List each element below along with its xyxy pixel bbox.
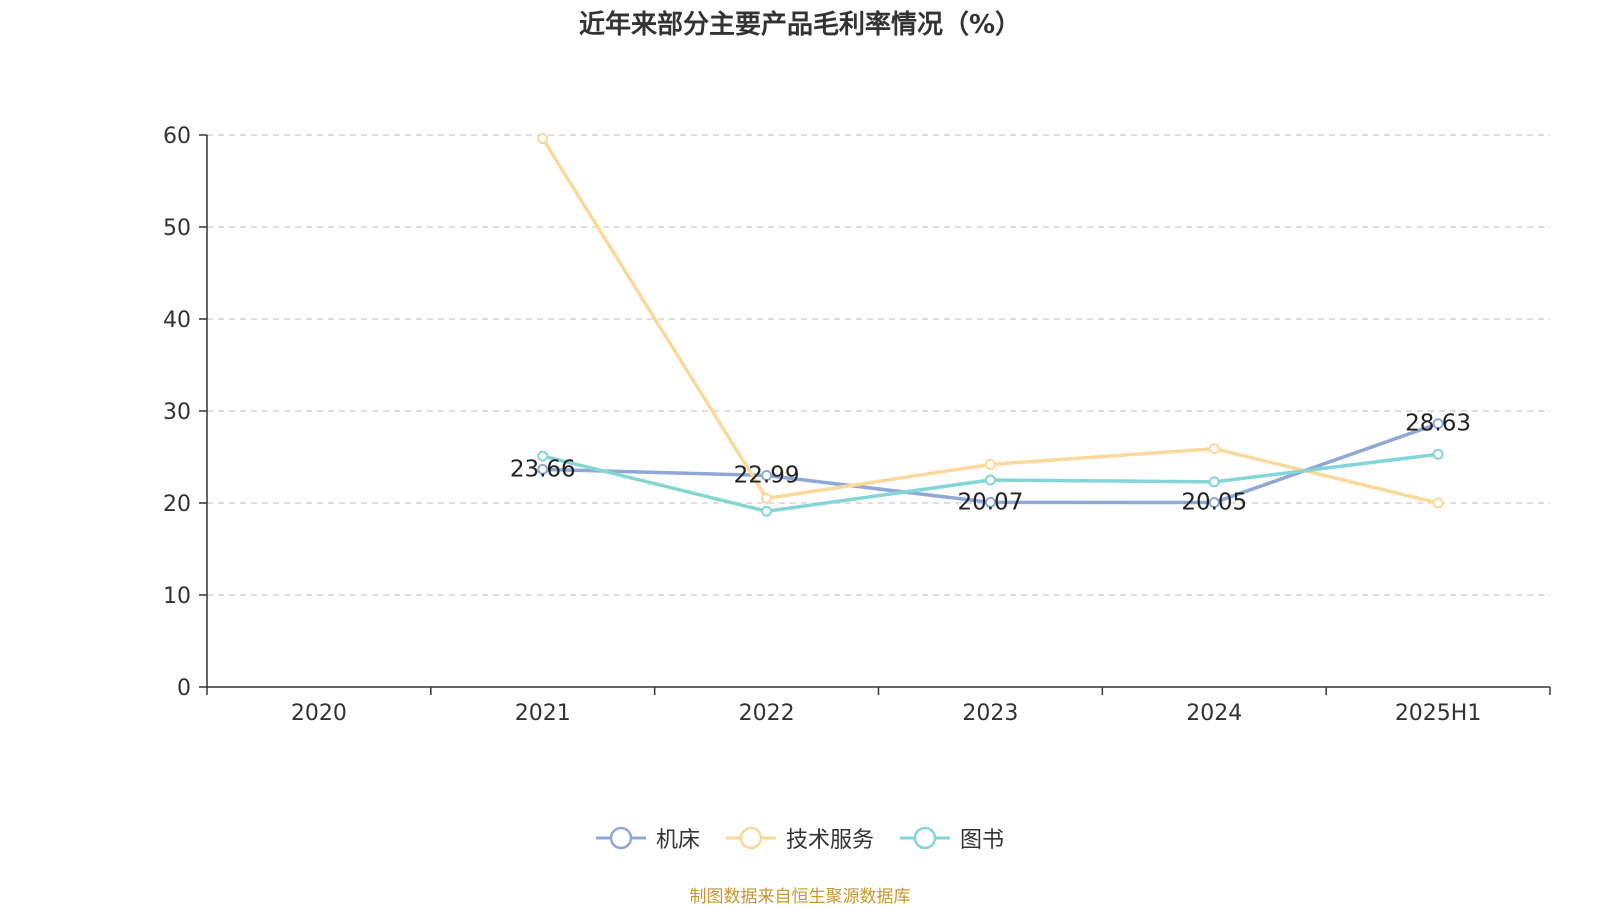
data-point [761,469,773,481]
series-line [541,137,1439,505]
legend-label: 机床 [655,828,700,853]
y-tick-label: 60 [163,124,191,149]
chart-title: 近年来部分主要产品毛利率情况（%） [578,10,1022,40]
x-tick-label: 2023 [962,701,1018,726]
source-note: 制图数据来自恒生聚源数据库 [689,887,911,907]
y-tick-label: 20 [163,492,191,517]
data-point [1432,497,1444,509]
data-label: 22.99 [734,462,800,488]
legend-marker-icon [595,826,646,850]
legend-label: 图书 [960,828,1005,853]
legend-item[interactable]: 技术服务 [725,822,874,854]
data-label: 20.05 [1181,490,1247,516]
legend-marker-icon [900,826,950,850]
chart-legend: 机床 技术服务 图书 [0,822,1600,854]
legend-item[interactable]: 图书 [900,822,1004,854]
data-point [537,450,549,462]
data-label: 28.63 [1405,411,1471,437]
y-tick-label: 50 [163,216,191,241]
data-point [1432,448,1444,460]
data-label: 20.07 [957,489,1023,515]
data-point [1208,476,1220,488]
x-tick-label: 2022 [739,701,795,726]
data-label: 23.66 [510,456,576,482]
y-tick-label: 40 [163,308,191,333]
data-point [984,458,996,470]
x-tick-label: 2020 [291,701,347,726]
legend-item[interactable]: 机床 [595,822,700,854]
data-point [761,492,773,504]
legend-label: 技术服务 [785,828,874,853]
data-point [761,505,773,517]
y-tick-label: 30 [163,400,191,425]
data-point [537,133,549,145]
data-point [984,474,996,486]
data-point [1208,443,1220,455]
y-tick-label: 10 [163,584,191,609]
y-tick-label: 0 [177,676,191,701]
data-point [537,463,549,475]
data-point [1208,497,1220,509]
x-tick-label: 2021 [515,701,571,726]
x-tick-label: 2024 [1186,701,1242,726]
legend-marker-icon [725,826,776,850]
data-point [1432,418,1444,430]
data-point [984,496,996,508]
x-tick-label: 2025H1 [1395,701,1482,726]
